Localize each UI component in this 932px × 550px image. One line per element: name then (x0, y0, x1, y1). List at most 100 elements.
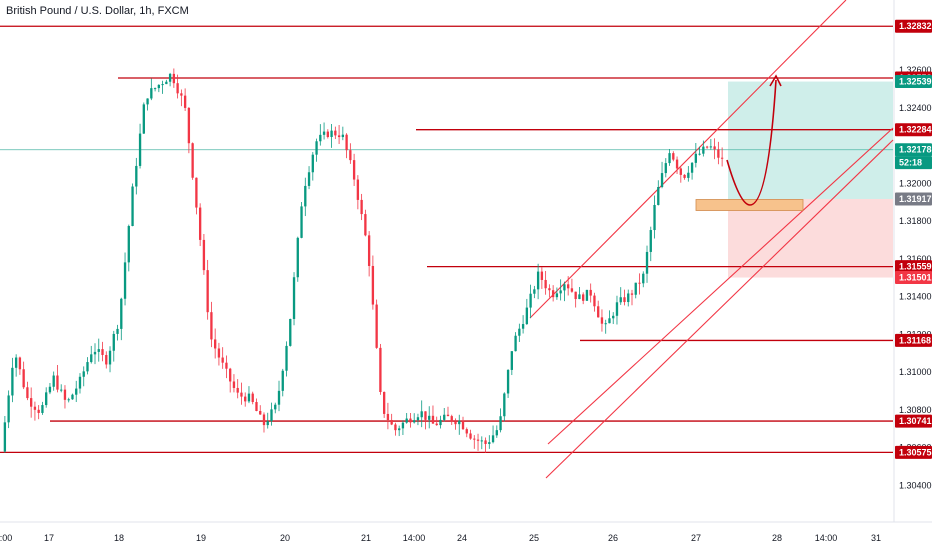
candle-body (367, 235, 371, 266)
candle-body (615, 302, 619, 316)
candle-body (214, 339, 217, 349)
x-tick-label: 14:00 (815, 533, 838, 543)
candle-body (165, 81, 168, 85)
level-badge-bg (895, 414, 932, 428)
candle-body (424, 411, 427, 420)
level-badge: 1.31559 (899, 262, 932, 272)
candle-body (277, 390, 281, 405)
candle-body (63, 389, 67, 400)
candle-body (191, 143, 194, 178)
candle-body (634, 282, 637, 295)
projection-arrowhead (769, 74, 782, 87)
candle-body (375, 304, 378, 348)
level-badge-bg (895, 260, 932, 274)
y-tick-label: 1.32400 (899, 103, 932, 113)
candle-body (705, 146, 709, 148)
level-badge: 1.32284 (899, 125, 932, 135)
candle-body (270, 409, 273, 422)
candle-body (289, 318, 292, 346)
level-badge-bg (895, 123, 932, 137)
candle-body (720, 157, 724, 159)
y-tick-label: 1.30800 (899, 405, 932, 415)
y-tick-label: 1.32000 (899, 178, 932, 188)
candle-body (585, 289, 589, 301)
candle-body (71, 394, 74, 400)
price-badge-bg (895, 156, 932, 170)
candle-body (420, 411, 423, 418)
candle-body (153, 88, 157, 90)
x-tick-label: 31 (871, 533, 881, 543)
candle-body (183, 95, 187, 108)
x-tick-label: 28 (772, 533, 782, 543)
candle-body (195, 177, 198, 208)
candle-body (116, 328, 119, 334)
candle-body (176, 83, 179, 94)
x-tick-label: :00 (0, 533, 12, 543)
candle-body (150, 88, 153, 99)
candle-body (90, 354, 93, 363)
price-badge-bg (895, 192, 932, 206)
candle-body (446, 414, 450, 417)
candle-body (709, 146, 713, 148)
candle-body (48, 386, 52, 393)
candle-body (619, 297, 622, 303)
candle-body (551, 290, 555, 298)
candle-body (630, 293, 634, 295)
candle-body (510, 351, 513, 370)
candle-body (67, 399, 70, 401)
candle-body (315, 141, 318, 155)
candle-body (638, 282, 641, 284)
candle-body (210, 312, 213, 340)
candle-body (627, 293, 630, 303)
candle-body (439, 419, 442, 426)
candle-body (322, 131, 326, 135)
candle-body (135, 165, 138, 187)
x-tick-label: 26 (608, 533, 618, 543)
candle-body (525, 307, 529, 325)
candle-body (612, 315, 615, 319)
candle-body (105, 354, 108, 365)
level-badge-bg (895, 445, 932, 459)
candle-body (454, 421, 457, 425)
candle-body (225, 362, 228, 369)
level-badge: 1.31168 (899, 335, 931, 345)
candle-body (574, 291, 577, 300)
candle-body (33, 406, 37, 410)
candle-body (488, 442, 491, 444)
candle-body (304, 185, 307, 207)
candle-body (687, 172, 690, 178)
candle-body (683, 174, 686, 178)
candle-body (435, 423, 438, 426)
candle-body (7, 395, 10, 423)
candle-body (142, 104, 145, 134)
candle-body (285, 345, 288, 371)
x-tick-label: 19 (196, 533, 206, 543)
price-badge: 52:18 (899, 158, 922, 168)
candle-body (198, 207, 202, 240)
candle-body (514, 335, 517, 352)
candle-body (702, 146, 705, 154)
candle-body (660, 173, 664, 187)
candle-body (341, 134, 345, 138)
candle-body (390, 419, 393, 425)
candle-body (604, 323, 607, 325)
candle-body (386, 413, 390, 420)
x-tick-label: 27 (691, 533, 701, 543)
candle-body (608, 318, 611, 324)
candle-body (86, 362, 89, 372)
candle-body (251, 393, 254, 403)
candle-body (97, 349, 100, 352)
candle-body (382, 391, 386, 414)
candle-body (428, 415, 431, 420)
x-tick-label: 21 (361, 533, 371, 543)
candle-body (101, 349, 104, 355)
candle-body (476, 439, 480, 441)
candle-body (664, 163, 667, 174)
candle-body (578, 294, 581, 300)
candle-body (582, 294, 585, 301)
candle-body (229, 368, 232, 382)
candle-body (202, 239, 206, 271)
candle-body (597, 306, 600, 318)
candle-body (180, 93, 183, 96)
